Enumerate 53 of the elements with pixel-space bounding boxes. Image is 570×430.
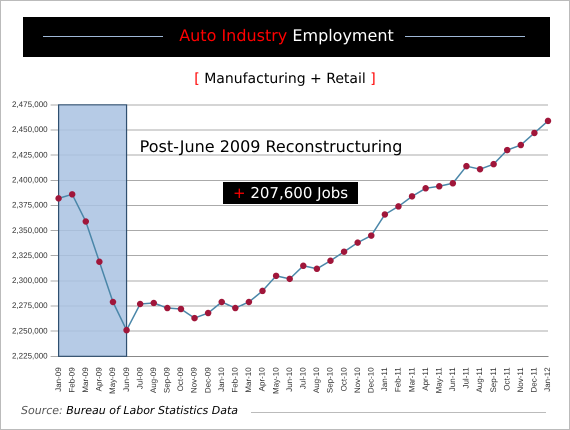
x-tick-label: Mar-09	[80, 366, 90, 393]
x-tick-label: Dec-09	[203, 366, 212, 394]
y-tick-label: 2,250,000	[12, 326, 48, 336]
x-tick-label: Jul-09	[135, 366, 144, 390]
x-tick-label: Jul-10	[298, 366, 308, 390]
y-tick-label: 2,225,000	[12, 352, 48, 361]
x-tick-label: Mar-10	[244, 366, 254, 393]
x-tick-label: May-09	[108, 366, 118, 394]
x-tick-label: Nov-10	[352, 366, 362, 394]
y-tick-label: 2,300,000	[12, 276, 48, 286]
x-tick-label: Jun-11	[448, 366, 458, 392]
x-tick-label: Feb-11	[394, 366, 403, 392]
x-tick-label: Aug-11	[475, 366, 484, 393]
y-tick-label: 2,325,000	[12, 250, 48, 260]
x-tick-label: Feb-10	[230, 366, 240, 393]
y-tick-label: 2,400,000	[12, 175, 48, 184]
y-tick-label: 2,275,000	[12, 301, 48, 310]
chart-title: Auto Industry Employment	[179, 26, 394, 45]
x-tick-label: Jan-10	[216, 366, 226, 392]
x-tick-label: Aug-09	[148, 366, 158, 394]
x-tick-label: Jan-11	[380, 366, 390, 392]
annotation: Post-June 2009 Reconstructuring	[140, 137, 402, 156]
x-tick-label: Sep-10	[326, 366, 335, 394]
x-tick-label: Apr-10	[258, 366, 267, 392]
x-tick-label: Oct-11	[502, 366, 512, 391]
y-tick-label: 2,375,000	[12, 200, 48, 210]
x-tick-label: Dec-10	[366, 366, 376, 394]
x-tick-label: Jan-12	[543, 366, 552, 392]
x-tick-label: Nov-09	[190, 366, 199, 394]
x-tick-label: May-11	[434, 366, 444, 394]
x-tick-label: Jul-11	[462, 366, 471, 389]
x-tick-label: Jan-09	[54, 366, 63, 392]
x-tick-label: Sep-09	[162, 366, 172, 394]
x-tick-label: Apr-09	[94, 366, 104, 392]
annotation: + 207,600 Jobs	[233, 184, 348, 202]
x-tick-label: Mar-11	[407, 366, 416, 392]
source-note: Source: Bureau of Labor Statistics Data	[21, 404, 238, 417]
x-tick-label: Dec-11	[530, 366, 539, 393]
y-tick-label: 2,475,000	[12, 100, 48, 110]
y-tick-label: 2,350,000	[12, 226, 48, 235]
x-tick-label: Nov-11	[516, 366, 526, 393]
x-tick-label: Jun-09	[122, 366, 131, 392]
y-tick-label: 2,450,000	[12, 125, 48, 134]
x-tick-label: Oct-09	[176, 366, 186, 392]
chart-subtitle: [ Manufacturing + Retail ]	[194, 71, 376, 87]
x-tick-label: Aug-10	[312, 366, 322, 394]
y-tick-label: 2,425,000	[12, 150, 48, 160]
x-tick-label: Jun-10	[284, 366, 294, 392]
x-tick-label: Apr-11	[420, 366, 430, 391]
x-tick-label: May-10	[271, 366, 280, 394]
x-tick-label: Sep-11	[488, 366, 498, 393]
x-tick-label: Feb-09	[67, 366, 76, 393]
x-tick-label: Oct-10	[339, 366, 348, 392]
